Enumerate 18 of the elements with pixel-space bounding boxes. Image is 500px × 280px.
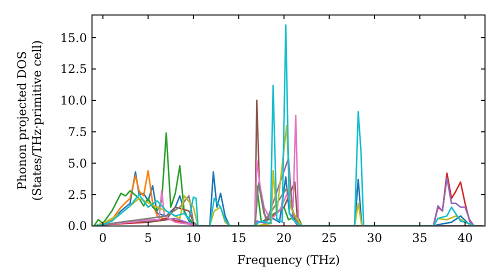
x-tick-label: 5: [144, 231, 152, 245]
x-tick-label: 20: [276, 231, 292, 245]
x-tick-label: 35: [412, 231, 428, 245]
y-tick-label: 12.5: [60, 62, 87, 76]
x-tick-label: 0: [99, 231, 107, 245]
y-tick-label: 2.5: [68, 188, 87, 202]
y-axis-title: Phonon projected DOS (States/THz·primitive cell): [15, 40, 44, 201]
y-tick-label: 10.0: [60, 94, 87, 108]
x-tick-label: 15: [231, 231, 246, 245]
y-tick-label: 7.5: [68, 125, 87, 140]
x-tick-label: 40: [457, 231, 473, 245]
x-axis-title: Frequency (THz): [237, 253, 340, 267]
x-tick-label: 25: [322, 231, 337, 245]
x-tick-label: 10: [186, 231, 202, 245]
x-tick-label: 30: [366, 231, 382, 245]
y-tick-label: 0.0: [68, 219, 87, 234]
y-tick-label: 15.0: [60, 30, 87, 45]
y-tick-label: 5.0: [68, 156, 87, 170]
